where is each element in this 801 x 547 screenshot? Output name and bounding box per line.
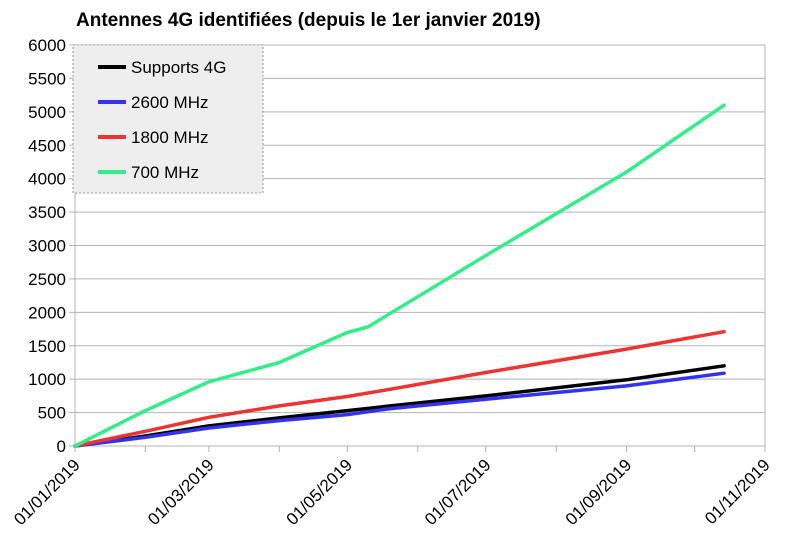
y-axis-ticks: 0 500 1000 1500 2000 2500 3000 3500 4000 4500 5000… [28, 36, 66, 456]
x-tick-label: 01/07/2019 [421, 455, 495, 529]
y-tick-label: 5000 [28, 103, 66, 122]
series-line-2600-mhz [73, 371, 726, 448]
y-tick-label: 3500 [28, 203, 66, 222]
y-tick-label: 1000 [28, 370, 66, 389]
series-lines [73, 103, 726, 448]
y-tick-label: 0 [57, 437, 66, 456]
legend: Supports 4G 2600 MHz 1800 MHz 700 MHz [72, 44, 264, 194]
y-tick-label: 3000 [28, 237, 66, 256]
legend-label: 1800 MHz [131, 128, 208, 147]
y-tick-label: 4000 [28, 170, 66, 189]
y-tick-label: 500 [38, 404, 66, 423]
legend-label: 2600 MHz [131, 93, 208, 112]
legend-label: 700 MHz [131, 163, 199, 182]
y-tick-label: 2000 [28, 303, 66, 322]
legend-label: Supports 4G [131, 58, 226, 77]
x-tick-label: 01/05/2019 [283, 455, 357, 529]
y-tick-label: 5500 [28, 69, 66, 88]
series-line-1800-mhz [73, 329, 726, 448]
y-tick-label: 4500 [28, 136, 66, 155]
legend-box [72, 44, 264, 194]
chart-title: Antennes 4G identifiées (depuis le 1er j… [76, 10, 541, 31]
x-tick-label: 01/11/2019 [701, 455, 774, 528]
x-tick-label: 01/03/2019 [144, 455, 218, 529]
y-tick-label: 2500 [28, 270, 66, 289]
y-tick-label: 6000 [28, 36, 66, 55]
series-line-700-mhz [73, 103, 726, 448]
x-tick-label: 01/09/2019 [562, 455, 636, 529]
x-axis-ticks: 01/01/2019 01/03/2019 01/05/2019 01/07/2019… [10, 455, 774, 529]
x-tick-label: 01/01/2019 [10, 455, 84, 529]
y-tick-label: 1500 [28, 337, 66, 356]
